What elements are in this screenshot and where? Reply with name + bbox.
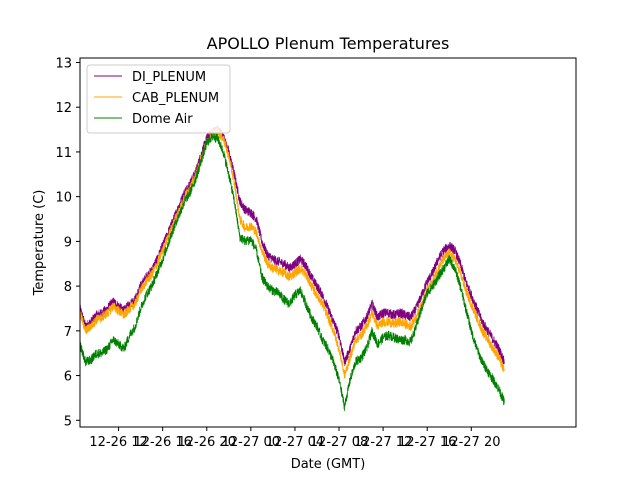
legend-label: Dome Air xyxy=(132,112,193,127)
plot-frame xyxy=(79,57,577,428)
x-tick-label: 12-26 16 xyxy=(133,435,191,450)
x-tick-label: 12-27 08 xyxy=(310,435,368,450)
y-tick-label: 8 xyxy=(64,280,72,295)
series-layer xyxy=(79,125,505,411)
x-tick-label: 12-27 20 xyxy=(442,435,500,450)
y-tick-label: 6 xyxy=(64,370,72,385)
x-axis-label: Date (GMT) xyxy=(291,457,366,472)
x-tick-label: 12-26 12 xyxy=(89,435,147,450)
series-line-di-plenum xyxy=(79,125,505,367)
y-tick-label: 13 xyxy=(55,56,72,71)
x-tick-label: 12-27 04 xyxy=(266,435,324,450)
chart-title: APOLLO Plenum Temperatures xyxy=(207,34,450,53)
legend-label: CAB_PLENUM xyxy=(132,91,219,106)
y-axis-label: Temperature (C) xyxy=(32,190,47,297)
legend-label: DI_PLENUM xyxy=(132,70,206,85)
y-tick-label: 11 xyxy=(55,146,72,161)
y-axis-ticks: 5 6 7 8 9 10 11 12 13 xyxy=(55,56,80,429)
x-tick-label: 12-27 16 xyxy=(398,435,456,450)
y-tick-label: 10 xyxy=(55,191,72,206)
legend: DI_PLENUM CAB_PLENUM Dome Air xyxy=(86,64,231,134)
series-line-dome-air xyxy=(79,131,505,411)
x-tick-label: 12-26 20 xyxy=(178,435,236,450)
y-tick-label: 7 xyxy=(64,325,72,340)
y-tick-label: 5 xyxy=(64,414,72,429)
y-tick-label: 9 xyxy=(64,235,72,250)
x-tick-label: 12-27 12 xyxy=(354,435,412,450)
legend-box xyxy=(86,64,231,134)
y-tick-label: 12 xyxy=(55,101,72,116)
x-tick-label: 12-27 00 xyxy=(222,435,280,450)
